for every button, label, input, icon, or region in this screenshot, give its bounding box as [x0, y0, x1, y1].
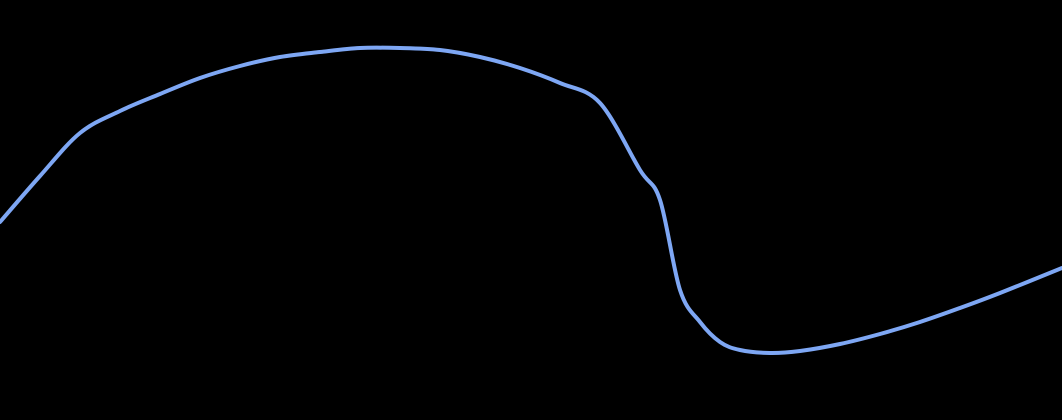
- line-series-curve: [0, 45, 1062, 356]
